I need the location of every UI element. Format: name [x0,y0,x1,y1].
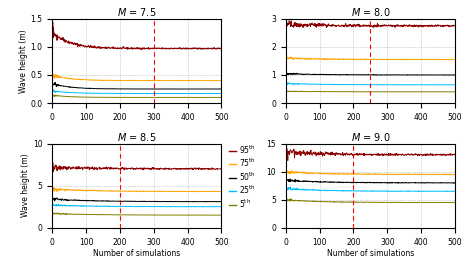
X-axis label: Number of simulations: Number of simulations [327,249,414,258]
Title: $\mathit{M}$ = 8.0: $\mathit{M}$ = 8.0 [351,6,390,18]
Title: $\mathit{M}$ = 9.0: $\mathit{M}$ = 9.0 [351,131,390,143]
Title: $\mathit{M}$ = 8.5: $\mathit{M}$ = 8.5 [117,131,156,143]
Legend: $\mathregular{95}^{\mathregular{th}}$, $\mathregular{75}^{\mathregular{th}}$, $\: $\mathregular{95}^{\mathregular{th}}$, $… [228,143,255,210]
X-axis label: Number of simulations: Number of simulations [93,249,181,258]
Title: $\mathit{M}$ = 7.5: $\mathit{M}$ = 7.5 [117,6,156,18]
Y-axis label: Wave height (m): Wave height (m) [18,29,27,93]
Y-axis label: Wave height (m): Wave height (m) [21,154,30,217]
